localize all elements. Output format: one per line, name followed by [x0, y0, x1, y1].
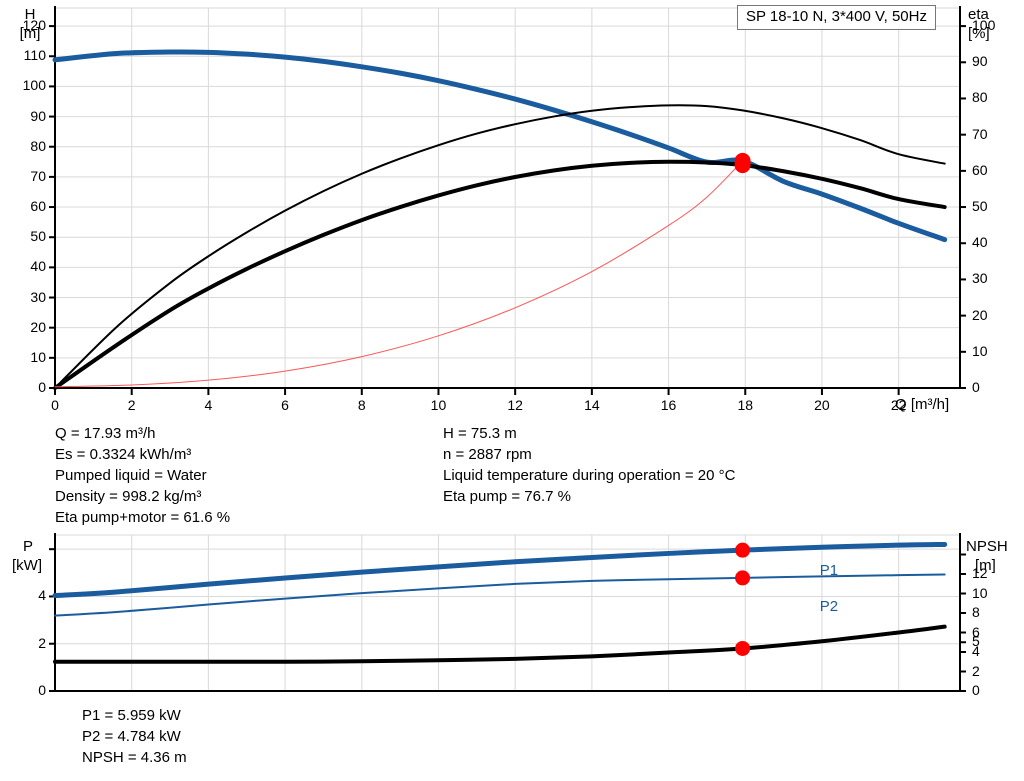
h-tick-50: 50 [30, 228, 46, 245]
h-axis-unit: [m] [19, 25, 41, 42]
head-efficiency-chart [55, 8, 960, 388]
eta-tick-70: 70 [972, 125, 988, 142]
power-info-line-3: NPSH = 4.36 m [82, 749, 187, 766]
duty-point-marker [735, 570, 751, 586]
q-tick-22: 22 [890, 397, 907, 413]
npsh-tick-2: 2 [972, 662, 980, 679]
npsh-tick-4: 4 [972, 643, 980, 659]
eta-tick-0: 0 [972, 379, 980, 395]
eta-tick-100: 100 [972, 17, 996, 34]
eta-tick-60: 60 [972, 161, 988, 178]
h-tick-20: 20 [30, 318, 46, 335]
eta-tick-10: 10 [972, 342, 988, 359]
q-tick-14: 14 [584, 397, 600, 413]
p-tick-2: 2 [38, 634, 46, 651]
q-tick-10: 10 [430, 397, 447, 413]
series-npsh [53, 624, 947, 664]
duty-info-right-line-1: H = 75.3 m [443, 425, 517, 442]
h-tick-10: 10 [30, 348, 46, 365]
series-npsh-trend [54, 160, 744, 388]
npsh-tick-12: 12 [972, 565, 988, 581]
duty-point-marker [735, 640, 751, 656]
q-tick-18: 18 [737, 397, 754, 413]
eta-axis-unit: [%] [968, 25, 990, 42]
eta-axis-title: eta [968, 6, 989, 23]
series-label-p2: P2 [819, 598, 839, 615]
eta-tick-90: 90 [972, 53, 988, 70]
h-tick-40: 40 [30, 258, 46, 275]
eta-tick-80: 80 [972, 89, 988, 106]
series-p1 [52, 541, 948, 599]
duty-info-left-line-4: Density = 998.2 kg/m³ [55, 488, 202, 505]
npsh-tick-6: 6 [972, 623, 980, 640]
duty-info-right-line-3: Liquid temperature during operation = 20… [443, 467, 736, 484]
h-tick-100: 100 [22, 77, 46, 94]
q-tick-20: 20 [814, 397, 830, 413]
h-tick-110: 110 [23, 47, 46, 64]
q-tick-12: 12 [507, 397, 523, 413]
q-tick-0: 0 [51, 397, 59, 413]
q-tick-2: 2 [127, 397, 136, 413]
h-axis-title: H [24, 6, 36, 23]
power-info-line-1: P1 = 5.959 kW [82, 707, 181, 724]
q-tick-16: 16 [660, 397, 677, 413]
q-tick-8: 8 [357, 397, 366, 413]
h-tick-0: 0 [38, 379, 46, 395]
eta-tick-50: 50 [972, 198, 988, 215]
q-tick-4: 4 [204, 397, 213, 413]
q-axis-title: Q [m³/h] [895, 396, 950, 413]
eta-tick-30: 30 [972, 270, 988, 287]
series-h [52, 49, 948, 243]
h-tick-80: 80 [30, 137, 46, 154]
duty-info-left-line-5: Eta pump+motor = 61.6 % [55, 509, 231, 526]
duty-info-left-line-1: Q = 17.93 m³/h [55, 425, 156, 442]
npsh-axis-unit: [m] [975, 557, 996, 574]
npsh-tick-0: 0 [972, 682, 980, 698]
npsh-tick-10: 10 [972, 584, 988, 601]
h-tick-70: 70 [30, 167, 46, 184]
series-p2 [54, 573, 946, 617]
p-tick-4: 4 [38, 587, 46, 604]
q-tick-6: 6 [281, 397, 289, 413]
p-axis-unit: [kW] [12, 557, 42, 574]
npsh-tick-8: 8 [972, 604, 980, 620]
h-tick-120: 120 [22, 17, 46, 34]
h-tick-60: 60 [30, 198, 46, 215]
p-axis-title: P [22, 538, 33, 555]
duty-point-marker [734, 157, 751, 174]
eta-tick-40: 40 [972, 234, 988, 251]
npsh-tick-5: 5 [972, 633, 980, 650]
p-tick-0: 0 [38, 682, 46, 698]
h-tick-30: 30 [30, 288, 46, 305]
duty-info-right-line-4: Eta pump = 76.7 % [443, 488, 571, 505]
power-info-line-2: P2 = 4.784 kW [82, 728, 181, 745]
duty-point-marker [735, 542, 751, 558]
duty-info-left-line-3: Pumped liquid = Water [55, 467, 207, 484]
duty-info-right-line-2: n = 2887 rpm [443, 446, 532, 463]
eta-tick-20: 20 [972, 306, 988, 323]
npsh-axis-title: NPSH [966, 538, 1008, 555]
series-label-p1: P1 [819, 562, 839, 579]
h-tick-90: 90 [30, 107, 46, 124]
series-eta-pump [54, 104, 946, 389]
duty-info-left-line-2: Es = 0.3324 kWh/m³ [55, 446, 192, 463]
series-eta-pump-motor [53, 159, 947, 390]
chart-title: SP 18-10 N, 3*400 V, 50Hz [737, 5, 936, 30]
